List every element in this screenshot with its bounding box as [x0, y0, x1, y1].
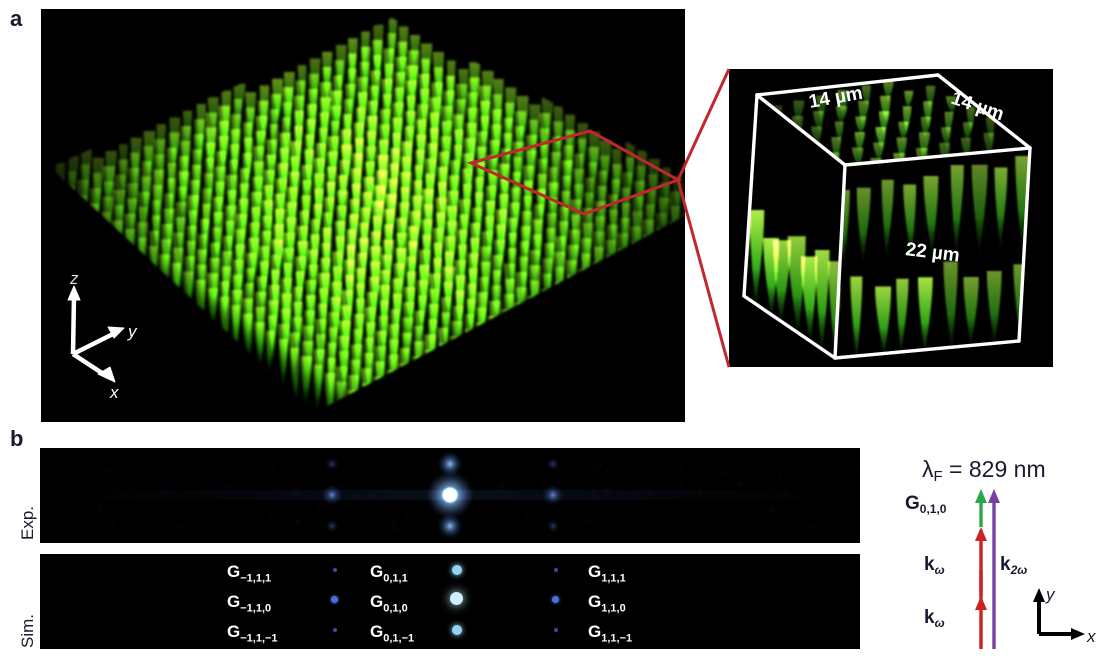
svg-text:kω: kω	[924, 554, 945, 577]
svg-text:k2ω: k2ω	[1000, 554, 1027, 577]
svg-text:G0,1,0: G0,1,0	[905, 493, 947, 516]
svg-text:kω: kω	[924, 607, 945, 630]
svg-text:x: x	[1086, 627, 1096, 646]
svg-text:λF = 829 nm: λF = 829 nm	[922, 456, 1046, 485]
svg-text:y: y	[1045, 585, 1056, 604]
